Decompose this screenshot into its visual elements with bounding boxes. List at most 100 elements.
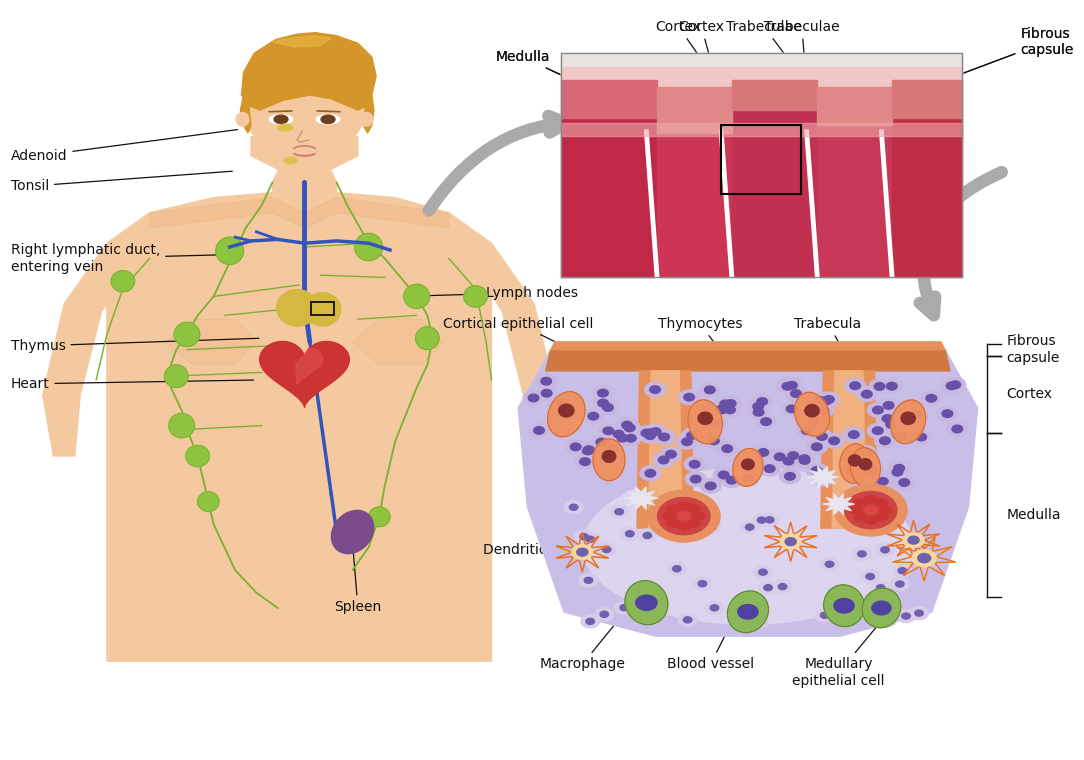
Circle shape — [920, 391, 942, 406]
Circle shape — [597, 543, 616, 556]
Text: Fibrous
capsule: Fibrous capsule — [1006, 334, 1060, 365]
Text: Fibrous
capsule: Fibrous capsule — [948, 27, 1074, 79]
Circle shape — [815, 609, 835, 622]
Text: Trabecula: Trabecula — [795, 317, 862, 378]
Circle shape — [882, 415, 893, 423]
Circle shape — [874, 519, 882, 525]
Circle shape — [595, 607, 614, 621]
Circle shape — [624, 424, 635, 432]
Circle shape — [705, 386, 715, 394]
Circle shape — [811, 467, 822, 474]
Circle shape — [783, 382, 792, 390]
Ellipse shape — [175, 322, 199, 347]
Circle shape — [635, 595, 657, 610]
Circle shape — [786, 405, 797, 413]
Circle shape — [799, 455, 810, 463]
Bar — [657, 87, 732, 133]
Circle shape — [603, 546, 611, 553]
Ellipse shape — [360, 112, 373, 126]
Circle shape — [679, 390, 700, 405]
Circle shape — [620, 605, 629, 611]
Circle shape — [821, 613, 829, 619]
Circle shape — [708, 524, 717, 530]
Circle shape — [883, 617, 891, 623]
Ellipse shape — [901, 412, 915, 424]
Circle shape — [887, 382, 898, 390]
Circle shape — [843, 427, 865, 442]
Circle shape — [816, 393, 837, 408]
Circle shape — [764, 465, 775, 473]
Circle shape — [722, 445, 733, 452]
Circle shape — [796, 423, 817, 439]
Circle shape — [869, 379, 890, 394]
Text: Cortex: Cortex — [656, 20, 714, 78]
Circle shape — [896, 610, 916, 623]
Circle shape — [611, 430, 633, 445]
Circle shape — [645, 432, 656, 439]
Circle shape — [682, 428, 702, 443]
Circle shape — [693, 577, 712, 591]
Circle shape — [625, 530, 634, 537]
Circle shape — [913, 410, 922, 418]
Circle shape — [809, 419, 820, 426]
Text: Thymocytes: Thymocytes — [658, 317, 743, 378]
Circle shape — [689, 461, 700, 468]
Circle shape — [740, 521, 759, 534]
Circle shape — [887, 464, 908, 480]
Text: Adenoid: Adenoid — [11, 129, 237, 163]
Text: Heart: Heart — [11, 377, 254, 391]
Polygon shape — [518, 342, 978, 636]
Circle shape — [578, 442, 599, 458]
Ellipse shape — [274, 116, 288, 123]
Text: Trabeculae: Trabeculae — [726, 20, 805, 81]
Circle shape — [874, 383, 885, 391]
Circle shape — [743, 475, 753, 483]
Circle shape — [861, 570, 880, 584]
Circle shape — [867, 467, 878, 474]
Circle shape — [785, 386, 806, 401]
Circle shape — [903, 533, 924, 548]
Circle shape — [876, 543, 894, 556]
Circle shape — [852, 547, 872, 561]
Circle shape — [647, 490, 720, 542]
Circle shape — [886, 421, 896, 429]
Circle shape — [902, 613, 911, 619]
Ellipse shape — [851, 448, 880, 487]
Circle shape — [711, 402, 733, 417]
Polygon shape — [637, 371, 694, 528]
Circle shape — [841, 461, 863, 477]
Polygon shape — [296, 348, 323, 385]
Circle shape — [881, 546, 889, 553]
Ellipse shape — [860, 459, 872, 470]
Circle shape — [861, 449, 870, 457]
Circle shape — [873, 406, 883, 413]
Polygon shape — [551, 342, 945, 351]
Ellipse shape — [547, 391, 585, 437]
Circle shape — [754, 619, 763, 625]
Circle shape — [844, 378, 866, 393]
Circle shape — [700, 478, 721, 493]
Circle shape — [720, 396, 741, 411]
Text: Dendritic cell: Dendritic cell — [483, 515, 602, 557]
Circle shape — [853, 476, 864, 483]
Circle shape — [857, 551, 866, 557]
Circle shape — [577, 548, 588, 556]
Circle shape — [908, 537, 919, 544]
Text: Spleen: Spleen — [334, 546, 382, 614]
Circle shape — [889, 461, 909, 476]
Circle shape — [593, 395, 614, 410]
Circle shape — [829, 437, 839, 445]
Circle shape — [603, 441, 624, 456]
Circle shape — [552, 396, 573, 411]
Circle shape — [801, 427, 812, 435]
Circle shape — [749, 615, 769, 629]
Ellipse shape — [354, 233, 383, 261]
Circle shape — [873, 427, 883, 435]
Polygon shape — [806, 466, 839, 488]
Ellipse shape — [582, 468, 914, 624]
Circle shape — [753, 565, 773, 579]
Circle shape — [821, 397, 831, 404]
Ellipse shape — [824, 585, 864, 626]
Circle shape — [779, 469, 801, 484]
Circle shape — [645, 470, 656, 477]
